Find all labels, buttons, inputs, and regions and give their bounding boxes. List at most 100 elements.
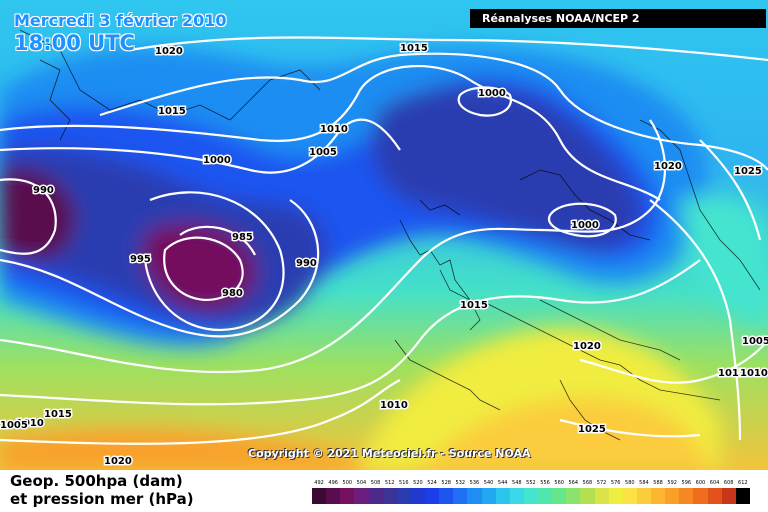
isobar-labels: 1020 1015 1015 1010 1005 1000 1000 1000 … xyxy=(0,42,768,469)
isobar-label: 1025 xyxy=(734,166,762,177)
legend-color-swatch xyxy=(523,488,538,504)
legend-tick-label: 512 xyxy=(384,480,395,486)
legend-color-swatch xyxy=(707,488,722,504)
legend-color-swatch xyxy=(679,488,694,504)
isobar-label: 1015 xyxy=(158,106,186,117)
legend-color-swatch xyxy=(622,488,637,504)
legend-color-swatch xyxy=(439,488,454,504)
legend-tick-label: 592 xyxy=(667,480,677,486)
legend-color-swatch xyxy=(382,488,397,504)
legend-color-bar xyxy=(312,488,750,504)
legend-tick-label: 508 xyxy=(370,480,381,486)
isobar-label: 1015 xyxy=(460,300,488,311)
legend-color-swatch xyxy=(495,488,510,504)
legend-tick-label: 600 xyxy=(695,480,706,486)
legend-color-swatch xyxy=(594,488,609,504)
legend-color-swatch xyxy=(396,488,411,504)
isobar-label: 1000 xyxy=(478,88,506,99)
copyright-notice: Copyright © 2021 Meteociel.fr - Source N… xyxy=(248,447,531,460)
map-canvas: 1020 1015 1015 1010 1005 1000 1000 1000 … xyxy=(0,0,768,470)
isobar-label: 990 xyxy=(33,185,54,196)
legend-title-line1: Geop. 500hpa (dam) xyxy=(10,472,183,490)
legend-tick-label: 496 xyxy=(328,480,338,486)
legend-tick-label: 524 xyxy=(427,480,437,486)
legend-color-swatch xyxy=(368,488,383,504)
isobar-label: 1015 xyxy=(400,43,428,54)
isobar-label: 1005 xyxy=(0,420,28,431)
legend-color-swatch xyxy=(651,488,666,504)
legend-color-swatch xyxy=(566,488,581,504)
isobar-label: 1020 xyxy=(573,341,601,352)
isobar-label: 1010 xyxy=(740,368,768,379)
legend-tick-label: 536 xyxy=(469,480,480,486)
legend-color-swatch xyxy=(665,488,680,504)
isobar-label: 990 xyxy=(296,258,317,269)
legend-color-swatch xyxy=(721,488,736,504)
isobar-label: 1020 xyxy=(155,46,183,57)
legend-color-swatch xyxy=(467,488,482,504)
legend-tick-label: 532 xyxy=(455,480,466,486)
legend-tick-label: 500 xyxy=(342,480,353,486)
isobar-label: 1015 xyxy=(718,368,746,379)
source-banner: Réanalyses NOAA/NCEP 2 xyxy=(470,9,766,28)
isobar-label: 1020 xyxy=(654,161,682,172)
isobars xyxy=(0,36,768,445)
isobar-label: 1000 xyxy=(571,220,599,231)
legend-color-swatch xyxy=(580,488,595,504)
legend-tick-label: 612 xyxy=(738,480,748,486)
legend-tick-label: 588 xyxy=(653,480,663,486)
legend-color-swatch xyxy=(735,488,750,504)
legend-color-swatch xyxy=(693,488,708,504)
map-time: 18:00 UTC xyxy=(14,31,135,55)
weather-map: 1020 1015 1015 1010 1005 1000 1000 1000 … xyxy=(0,0,768,470)
legend-tick-label: 556 xyxy=(540,480,550,486)
legend-tick-label: 572 xyxy=(596,480,607,486)
legend-color-swatch xyxy=(326,488,341,504)
legend-tick-label: 608 xyxy=(723,480,734,486)
legend-tick-label: 604 xyxy=(709,480,720,486)
legend-tick-label: 520 xyxy=(413,480,423,486)
isobar-label: 985 xyxy=(232,232,253,243)
isobar-label: 1005 xyxy=(309,147,337,158)
legend-color-swatch xyxy=(425,488,440,504)
legend-color-swatch xyxy=(552,488,567,504)
isobar-label: 1020 xyxy=(104,456,132,467)
legend-tick-label: 516 xyxy=(399,480,409,486)
legend-color-swatch xyxy=(410,488,425,504)
legend-tick-label: 580 xyxy=(625,480,635,486)
legend-tick-label: 548 xyxy=(512,480,522,486)
isobar-label: 1005 xyxy=(742,336,768,347)
legend-color-swatch xyxy=(636,488,651,504)
legend-tick-label: 544 xyxy=(497,480,508,486)
legend-color-swatch xyxy=(312,488,327,504)
legend-tick-label: 576 xyxy=(610,480,621,486)
legend-color-swatch xyxy=(509,488,524,504)
color-legend: 492 496 500 504 508 512 516 520 524 528 532 536 540 5… xyxy=(312,480,750,504)
legend-tick-label: 540 xyxy=(483,480,494,486)
isobar-label: 1015 xyxy=(44,409,72,420)
isobar-label: 1010 xyxy=(380,400,408,411)
isobar-label: 980 xyxy=(222,288,243,299)
isobar-label: 1000 xyxy=(203,155,231,166)
legend-tick-label: 528 xyxy=(441,480,451,486)
legend-color-swatch xyxy=(608,488,623,504)
coastlines xyxy=(19,29,761,441)
legend-color-swatch xyxy=(340,488,355,504)
isobar-label: 995 xyxy=(130,254,151,265)
map-date: Mercredi 3 février 2010 xyxy=(14,11,227,30)
legend-tick-label: 504 xyxy=(356,480,367,486)
legend-tick-label: 492 xyxy=(314,480,324,486)
legend-tick-label: 560 xyxy=(554,480,564,486)
legend-tick-label: 564 xyxy=(568,480,579,486)
legend-tick-row: 492 496 500 504 508 512 516 520 524 528 532 536 540 5… xyxy=(312,480,750,488)
isobar-label: 1010 xyxy=(16,418,44,429)
legend-color-swatch xyxy=(538,488,553,504)
legend-tick-label: 584 xyxy=(639,480,649,486)
isobar-label: 1025 xyxy=(578,424,606,435)
legend-color-swatch xyxy=(481,488,496,504)
legend-title-line2: et pression mer (hPa) xyxy=(10,490,194,508)
legend-tick-label: 568 xyxy=(582,480,593,486)
legend-color-swatch xyxy=(354,488,369,504)
legend-color-swatch xyxy=(453,488,468,504)
isobar-label: 1010 xyxy=(320,124,348,135)
